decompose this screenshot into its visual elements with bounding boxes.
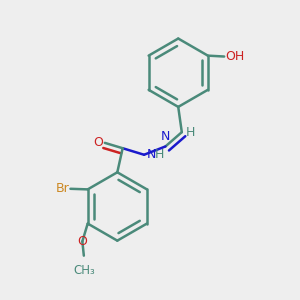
Text: N: N xyxy=(147,148,156,161)
Text: OH: OH xyxy=(225,50,244,63)
Text: H: H xyxy=(185,126,195,139)
Text: CH₃: CH₃ xyxy=(73,264,95,277)
Text: Br: Br xyxy=(56,182,69,195)
Text: O: O xyxy=(77,235,87,248)
Text: N: N xyxy=(161,130,170,143)
Text: O: O xyxy=(94,136,103,149)
Text: H: H xyxy=(154,148,164,161)
